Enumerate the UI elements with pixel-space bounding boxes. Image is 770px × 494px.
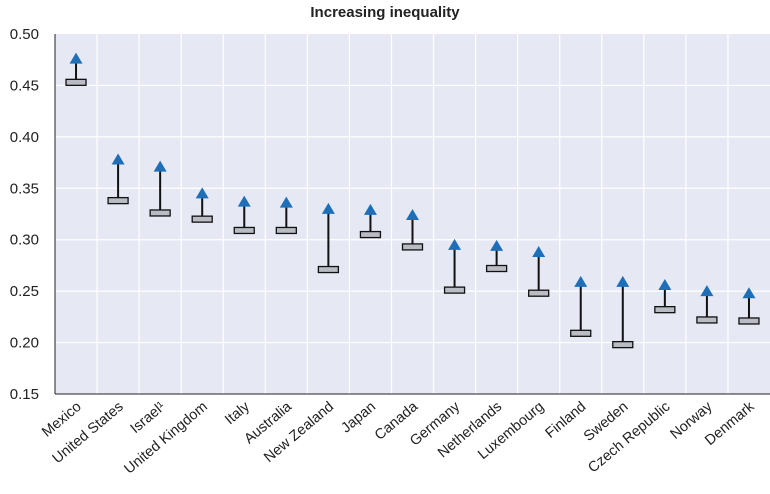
chart-title: Increasing inequality	[310, 4, 460, 21]
start-marker	[65, 78, 87, 86]
start-marker	[443, 286, 466, 294]
end-arrow	[658, 278, 672, 290]
end-arrow	[237, 195, 251, 207]
start-marker	[738, 317, 760, 325]
end-arrow	[742, 287, 756, 299]
end-arrow	[195, 187, 209, 199]
end-arrow	[279, 196, 293, 208]
start-marker	[612, 340, 634, 349]
start-marker	[401, 243, 424, 251]
y-tick-label: 0.40	[10, 129, 39, 146]
start-marker	[696, 316, 718, 324]
start-marker	[275, 226, 297, 235]
end-arrow	[321, 202, 335, 214]
y-tick-label: 0.30	[10, 232, 39, 249]
y-tick-label: 0.50	[10, 26, 39, 43]
start-marker	[485, 264, 508, 273]
end-arrow	[406, 209, 419, 221]
start-marker	[149, 209, 171, 217]
start-marker	[233, 226, 255, 235]
end-arrow	[111, 153, 125, 165]
start-marker	[654, 306, 676, 314]
end-arrow	[69, 52, 83, 64]
x-category-label: Italy	[222, 398, 253, 428]
y-tick-label: 0.15	[10, 386, 39, 403]
y-tick-label: 0.35	[10, 180, 39, 197]
start-marker	[107, 196, 129, 205]
y-tick-label: 0.25	[10, 283, 39, 300]
y-tick-label: 0.45	[10, 77, 39, 94]
y-tick-label: 0.20	[10, 335, 39, 352]
end-arrow	[153, 160, 167, 172]
start-marker	[317, 265, 340, 274]
end-arrow	[490, 239, 504, 251]
start-marker	[359, 230, 382, 239]
end-arrow	[700, 285, 714, 297]
start-marker	[570, 329, 592, 337]
end-arrow	[448, 238, 462, 250]
end-arrow	[574, 275, 588, 287]
end-arrow	[616, 275, 630, 287]
start-marker	[528, 289, 550, 297]
end-arrow	[363, 203, 377, 215]
start-marker	[191, 215, 213, 223]
end-arrow	[532, 246, 546, 258]
